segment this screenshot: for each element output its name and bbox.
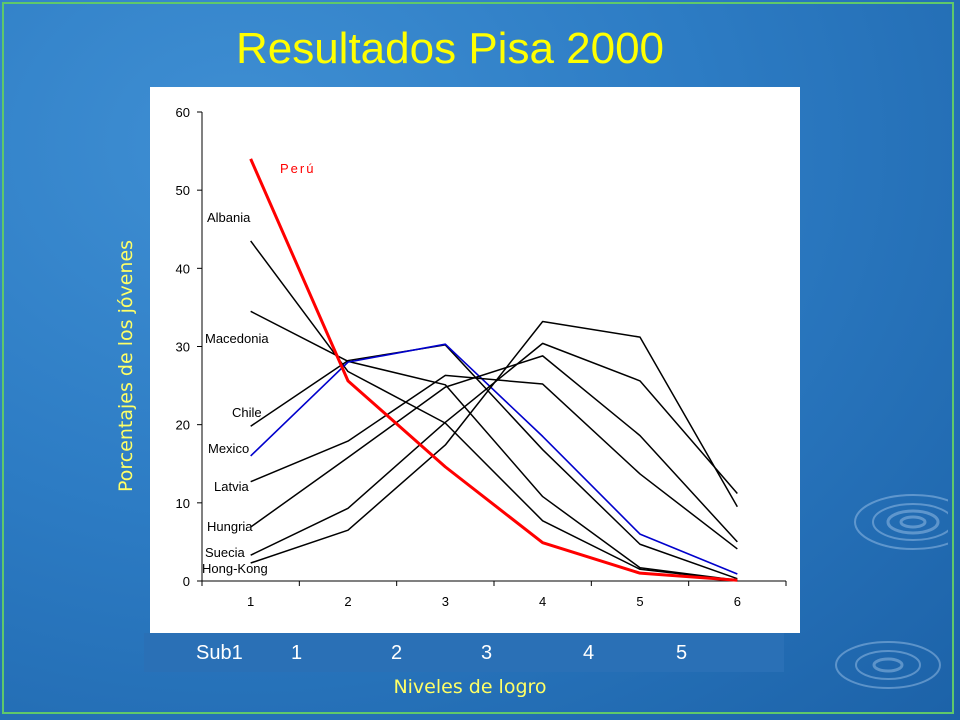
series-label-hungria: Hungria [207,519,253,534]
y-tick-label: 20 [176,418,190,433]
series-label-per-: Perú [280,161,315,176]
x-tick-label: 3 [442,594,449,609]
x-axis-title: Niveles de logro [393,676,547,698]
category-label-1: 1 [291,642,303,664]
series-line-macedonia [250,310,738,581]
x-tick-label: 6 [734,594,741,609]
y-tick-label: 60 [176,105,190,120]
series-line-mexico [250,343,738,575]
x-tick-label: 1 [247,594,254,609]
x-tick-label: 2 [344,594,351,609]
series-label-chile: Chile [232,405,262,420]
y-tick-label: 40 [176,261,190,276]
category-bar: Sub1 1 2 3 4 5 [144,633,784,672]
y-tick-label: 10 [176,496,190,511]
series-line-hong-kong [250,320,738,564]
category-label-4: 4 [583,642,595,664]
series-line-per- [249,158,738,582]
series-label-latvia: Latvia [214,479,249,494]
y-axis-title: Porcentajes de los jóvenes [115,239,137,493]
slide-title: Resultados Pisa 2000 [235,24,665,73]
y-tick-label: 30 [176,340,190,355]
category-label-2: 2 [391,642,403,664]
y-tick-label: 50 [176,183,190,198]
series-line-suecia [250,342,738,556]
x-tick-label: 5 [636,594,643,609]
ripple-decoration [835,494,948,689]
x-tick-label: 4 [539,594,546,609]
series-line-chile [250,344,738,580]
line-chart: 0 10 20 30 40 50 60 1 2 3 4 5 6 Perú Albania Macedonia C… [176,105,787,609]
category-label-3: 3 [481,642,493,664]
series-label-hong-kong: Hong-Kong [202,561,268,576]
category-label-sub1: Sub1 [196,642,243,664]
series-line-latvia [250,374,738,550]
plot-panel: 0 10 20 30 40 50 60 1 2 3 4 5 6 Perú Albania Macedonia C… [150,87,800,633]
series-line-hungria [250,355,738,543]
series-label-mexico: Mexico [208,441,249,456]
category-label-5: 5 [676,642,688,664]
series-label-macedonia: Macedonia [205,331,269,346]
series-label-suecia: Suecia [205,545,246,560]
series-line-albania [250,240,738,581]
y-tick-label: 0 [183,574,190,589]
series-label-albania: Albania [207,210,251,225]
